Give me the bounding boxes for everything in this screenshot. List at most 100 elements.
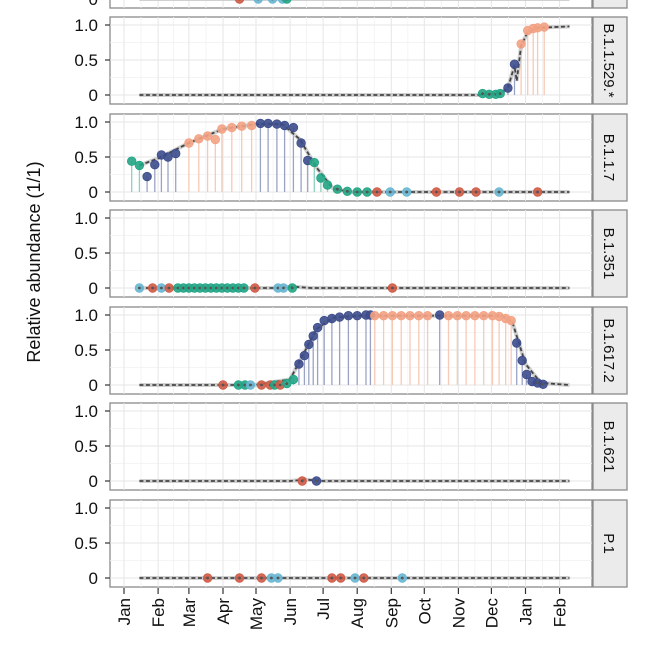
- x-tick-label: Sep: [382, 598, 401, 628]
- data-point-center: [330, 576, 334, 580]
- facet-label: P.1: [600, 533, 617, 554]
- facet-label: B.1.351: [600, 228, 617, 280]
- facet-strip: [592, 0, 628, 9]
- data-point-center: [206, 576, 210, 580]
- x-tick-label: May: [247, 598, 266, 631]
- y-tick-label: 1.0: [74, 209, 98, 228]
- data-point-salmon: [461, 311, 471, 321]
- data-point-salmon: [217, 124, 227, 134]
- data-point-center: [435, 190, 438, 194]
- data-point-center: [237, 383, 240, 387]
- x-tick-label: Jun: [281, 598, 300, 625]
- facet-label: B.1.617.2: [600, 318, 617, 382]
- data-point-salmon: [194, 134, 204, 144]
- x-tick-label: Aug: [348, 598, 367, 628]
- data-point-blue: [279, 120, 290, 131]
- data-point-center: [498, 92, 502, 95]
- data-point-center: [355, 190, 359, 194]
- data-point-lightblue: [253, 0, 263, 4]
- data-point-center: [300, 479, 304, 483]
- data-point-center: [536, 190, 539, 194]
- data-point-teal: [282, 0, 292, 4]
- x-tick-label: Oct: [415, 598, 434, 625]
- facet-panel: 0 0.5 1.0 B.1.351: [74, 209, 628, 298]
- data-point-center: [204, 286, 207, 290]
- data-point-salmon: [184, 138, 194, 148]
- data-point-salmon: [387, 311, 398, 321]
- data-point-blue: [435, 310, 445, 320]
- facet-strip: [592, 499, 628, 588]
- facet-strip: [592, 113, 628, 202]
- x-tick-label: Jul: [314, 598, 333, 620]
- y-tick-label: 0.5: [74, 148, 98, 167]
- facet-panel: 0 0.5 1.0 P.1: [74, 499, 628, 588]
- data-point-salmon: [236, 121, 247, 131]
- y-tick-label: 1.0: [74, 113, 98, 132]
- data-point-center: [167, 286, 171, 290]
- facet-strip: [592, 306, 628, 395]
- facet-strip: [592, 402, 628, 491]
- data-point-center: [458, 190, 461, 194]
- y-tick-label: 0: [89, 279, 98, 298]
- data-point-salmon: [479, 311, 489, 321]
- data-point-blue: [163, 152, 173, 162]
- data-point-teal: [134, 160, 145, 171]
- data-point-center: [345, 189, 349, 193]
- x-tick-label: Dec: [482, 598, 501, 629]
- data-point-center: [487, 92, 491, 96]
- data-point-center: [400, 576, 404, 580]
- data-point-salmon: [516, 39, 526, 49]
- data-point-center: [365, 190, 369, 194]
- panel-background: [109, 0, 593, 9]
- y-tick-label: 0.5: [74, 437, 98, 456]
- facet-label: B.1.1.529.*: [600, 23, 617, 97]
- facet-panel: 0 0.5 1.0 B.1.1.529.*: [74, 16, 628, 105]
- y-tick-label: 0.5: [74, 244, 98, 263]
- data-point-center: [474, 190, 478, 194]
- data-point-center: [497, 190, 501, 194]
- data-point-center: [215, 286, 218, 290]
- data-point-blue: [512, 338, 522, 348]
- data-point-blue: [509, 59, 520, 69]
- data-point-blue: [142, 171, 152, 182]
- data-point-teal: [126, 156, 137, 166]
- data-point-blue: [294, 359, 304, 369]
- data-point-center: [536, 381, 539, 385]
- facet-panel: 0 0.5 1.0 B.1.1.7: [74, 113, 628, 202]
- y-tick-label: 0.5: [74, 534, 98, 553]
- data-point-blue: [343, 311, 354, 321]
- data-point-center: [285, 382, 289, 385]
- data-point-blue: [312, 322, 323, 333]
- data-point-blue: [319, 315, 329, 326]
- data-point-red: [234, 0, 245, 4]
- data-point-center: [276, 576, 280, 580]
- data-point-teal: [322, 180, 333, 190]
- data-point-center: [237, 286, 240, 290]
- data-point-center: [282, 286, 285, 290]
- x-tick-label: Feb: [551, 598, 570, 627]
- y-tick-label: 0: [89, 472, 98, 491]
- data-point-teal: [309, 157, 320, 168]
- x-tick-label: Feb: [149, 598, 168, 627]
- data-point-center: [362, 576, 366, 580]
- data-point-center: [231, 286, 235, 290]
- data-point-blue: [327, 313, 337, 324]
- data-point-teal: [316, 173, 326, 183]
- data-point-center: [138, 286, 141, 290]
- data-point-center: [209, 286, 213, 290]
- data-point-blue: [521, 369, 532, 380]
- data-point-center: [253, 286, 257, 290]
- y-tick-label: 0: [89, 183, 98, 202]
- data-point-blue: [503, 83, 513, 93]
- y-tick-label: 1.0: [74, 499, 98, 518]
- data-point-center: [243, 383, 247, 387]
- data-point-blue: [308, 331, 318, 341]
- data-point-salmon: [422, 311, 433, 321]
- data-point-salmon: [405, 311, 415, 321]
- data-point-center: [339, 576, 343, 580]
- data-point-center: [336, 187, 339, 191]
- data-point-center: [541, 382, 545, 386]
- data-point-center: [182, 286, 185, 290]
- data-point-center: [391, 286, 394, 290]
- data-point-salmon: [246, 120, 257, 131]
